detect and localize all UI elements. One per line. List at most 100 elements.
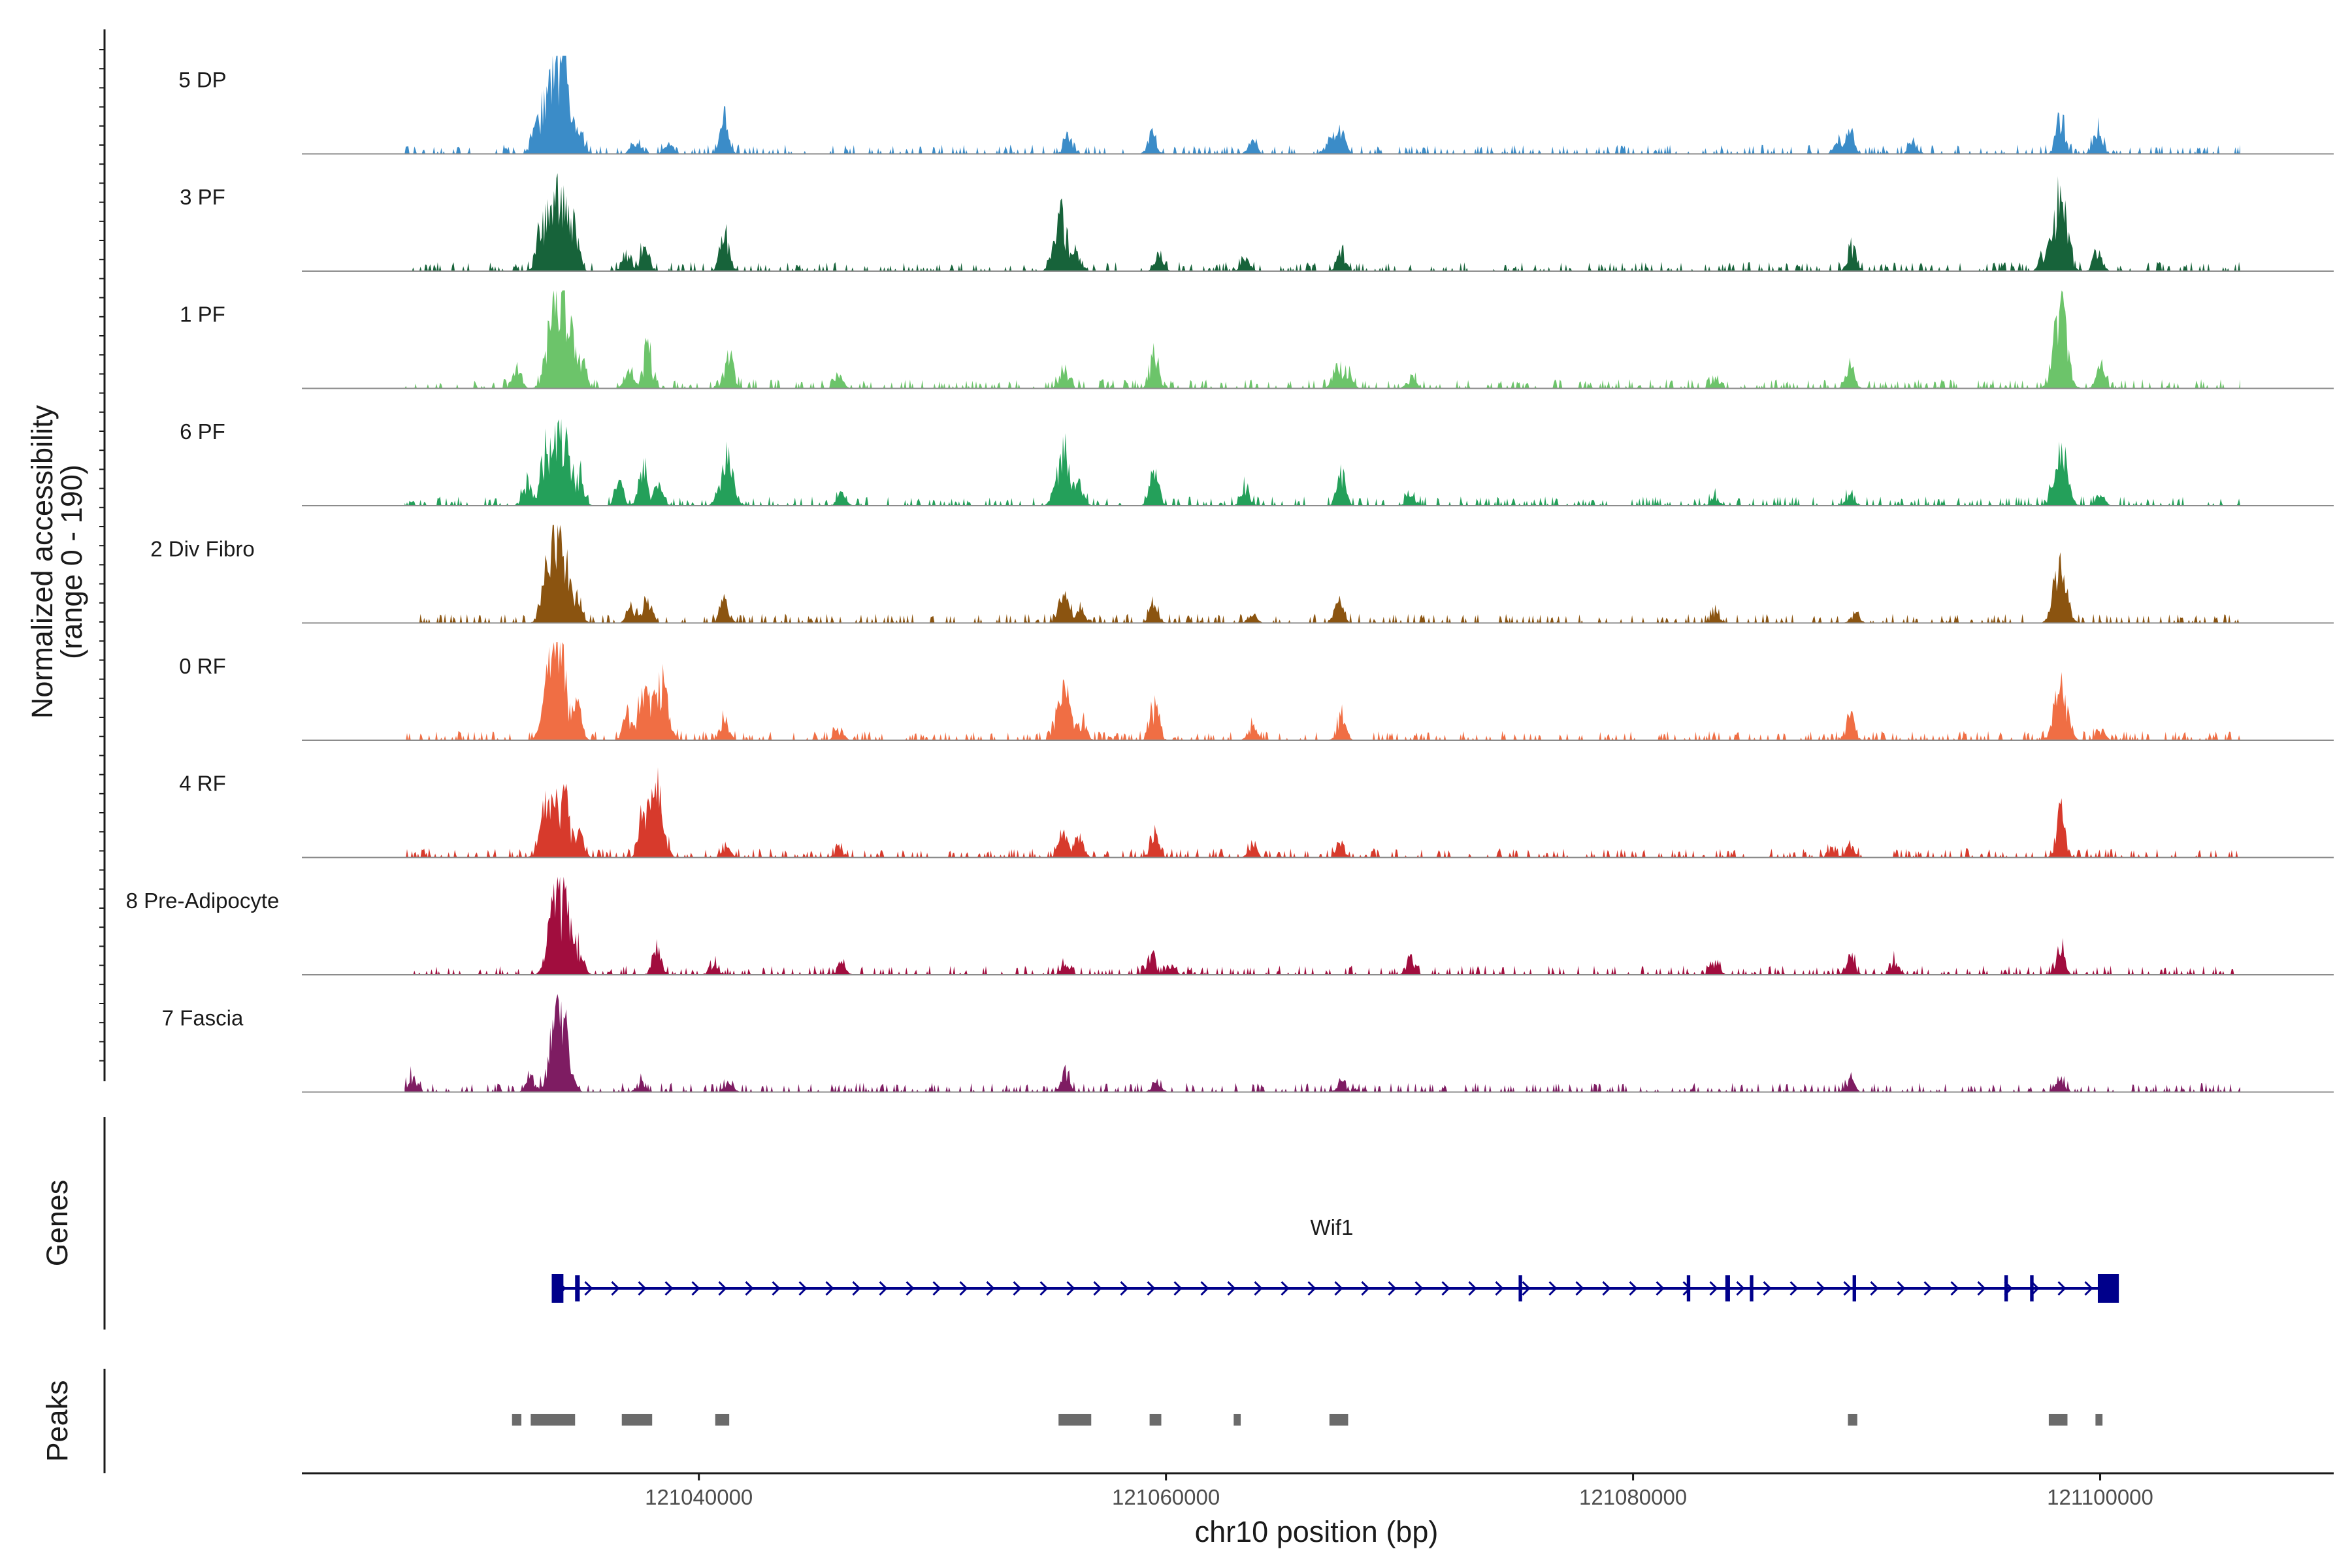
x-tick-label: 121060000 (1112, 1485, 1220, 1509)
strand-arrow (1334, 1281, 1343, 1296)
strand-arrow (1066, 1281, 1075, 1296)
track-1-pf: 1 PF (180, 290, 2334, 389)
coverage-area (404, 767, 2240, 858)
peak-region (512, 1414, 522, 1426)
strand-arrow (1602, 1281, 1611, 1296)
strand-arrow (745, 1281, 754, 1296)
coverage-area (404, 56, 2240, 154)
exon (575, 1275, 580, 1301)
strand-arrow (1414, 1281, 1424, 1296)
peaks-label: Peaks (41, 1380, 74, 1462)
exon (1852, 1275, 1856, 1301)
strand-arrow (664, 1281, 674, 1296)
x-tick-label: 121100000 (2047, 1485, 2153, 1509)
strand-arrow (1281, 1281, 1290, 1296)
exon (2004, 1275, 2008, 1301)
exon (2097, 1274, 2119, 1303)
strand-arrow (986, 1281, 995, 1296)
peak-region (1329, 1414, 1348, 1426)
genes-label: Genes (41, 1180, 74, 1267)
strand-arrow (1307, 1281, 1316, 1296)
exon (2030, 1275, 2034, 1301)
exon (1518, 1275, 1522, 1301)
strand-arrow (1789, 1281, 1799, 1296)
strand-arrow (1843, 1281, 1852, 1296)
track-5-dp: 5 DP (178, 56, 2334, 155)
track-4-rf: 4 RF (179, 767, 2334, 858)
strand-arrow (798, 1281, 808, 1296)
strand-arrow (1923, 1281, 1933, 1296)
track-2-div-fibro: 2 Div Fibro (150, 525, 2334, 624)
coverage-area (404, 290, 2240, 389)
strand-arrow (959, 1281, 968, 1296)
peak-region (1149, 1414, 1162, 1426)
strand-arrow (1495, 1281, 1504, 1296)
track-7-fascia: 7 Fascia (162, 994, 2334, 1093)
strand-arrow (1147, 1281, 1156, 1296)
strand-arrow (584, 1281, 593, 1296)
strand-arrow (772, 1281, 781, 1296)
strand-arrow (1816, 1281, 1825, 1296)
strand-arrow (1388, 1281, 1397, 1296)
track-8-pre-adipocyte: 8 Pre-Adipocyte (126, 877, 2334, 975)
strand-arrow (825, 1281, 834, 1296)
strand-arrow (1173, 1281, 1183, 1296)
strand-arrow (1656, 1281, 1665, 1296)
track-label: 2 Div Fibro (150, 537, 255, 561)
y-axis: Genes Peaks (41, 29, 106, 1473)
strand-arrow (1763, 1281, 1772, 1296)
track-label: 7 Fascia (162, 1006, 244, 1030)
coverage-area (404, 525, 2240, 623)
strand-arrow (1736, 1281, 1745, 1296)
strand-arrow (932, 1281, 941, 1296)
x-tick-label: 121080000 (1579, 1485, 1687, 1509)
strand-arrow (2057, 1281, 2066, 1296)
track-label: 3 PF (180, 185, 225, 209)
track-6-pf: 6 PF (180, 419, 2334, 506)
strand-arrow (906, 1281, 915, 1296)
coverage-area (404, 994, 2240, 1092)
peak-region (621, 1414, 653, 1426)
track-label: 0 RF (179, 654, 226, 678)
x-tick-label: 121040000 (645, 1485, 753, 1509)
strand-arrow (1039, 1281, 1049, 1296)
track-label: 4 RF (179, 772, 226, 796)
strand-arrow (1897, 1281, 1906, 1296)
strand-arrow (1361, 1281, 1370, 1296)
strand-arrow (2084, 1281, 2093, 1296)
strand-arrow (638, 1281, 647, 1296)
track-label: 6 PF (180, 419, 225, 444)
strand-arrow (691, 1281, 700, 1296)
strand-arrow (1441, 1281, 1450, 1296)
coverage-area (404, 877, 2240, 975)
strand-arrow (1522, 1281, 1531, 1296)
strand-arrow (1977, 1281, 1986, 1296)
strand-arrow (1254, 1281, 1263, 1296)
peak-region (715, 1414, 730, 1426)
strand-arrow (1013, 1281, 1022, 1296)
track-0-rf: 0 RF (179, 642, 2334, 741)
strand-arrow (852, 1281, 861, 1296)
strand-arrow (611, 1281, 620, 1296)
strand-arrow (1950, 1281, 1959, 1296)
strand-arrow (1227, 1281, 1236, 1296)
track-label: 8 Pre-Adipocyte (126, 889, 280, 913)
strand-arrow (1468, 1281, 1477, 1296)
track-3-pf: 3 PF (180, 173, 2334, 272)
strand-arrow (879, 1281, 888, 1296)
track-label: 1 PF (180, 302, 225, 327)
strand-arrow (718, 1281, 727, 1296)
peak-region (1233, 1414, 1241, 1426)
track-label: 5 DP (178, 68, 226, 92)
exon (1750, 1275, 1754, 1301)
accessibility-tracks: 5 DP 3 PF 1 PF 6 PF 2 Div Fibro 0 RF 4 RF 8 Pre… (126, 56, 2334, 1093)
coverage-area (404, 173, 2240, 271)
x-axis-title: chr10 position (bp) (1195, 1515, 1439, 1548)
strand-arrow (1870, 1281, 1879, 1296)
strand-arrow (1120, 1281, 1129, 1296)
peak-region (2048, 1414, 2068, 1426)
peak-track (512, 1414, 2103, 1426)
y-axis-range: (range 0 - 190) (55, 465, 88, 659)
exon (1686, 1275, 1691, 1301)
